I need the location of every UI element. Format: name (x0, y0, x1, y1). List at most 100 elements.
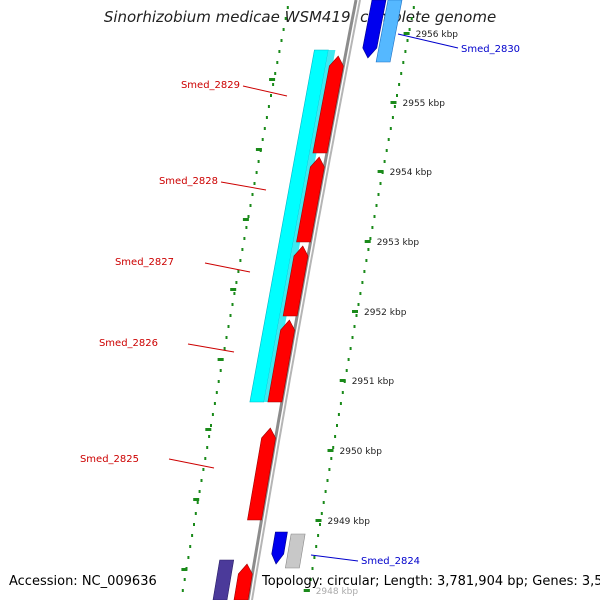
accession-label: Accession: NC_009636 (9, 574, 157, 589)
minor-tick (211, 413, 214, 416)
minor-tick (255, 171, 258, 174)
minor-tick (341, 391, 344, 394)
ruler-label: 2953 kbp (377, 238, 420, 248)
minor-tick (383, 160, 386, 163)
minor-tick (229, 314, 232, 317)
minor-tick (369, 237, 372, 240)
gene-label-smed-2827: Smed_2827 (115, 257, 174, 268)
minor-tick (181, 589, 184, 592)
major-tick (217, 358, 224, 361)
minor-tick (402, 61, 405, 64)
minor-tick (223, 347, 226, 350)
minor-tick (191, 534, 194, 537)
minor-tick (375, 204, 378, 207)
minor-tick (274, 72, 277, 75)
minor-tick (315, 545, 318, 548)
minor-tick (284, 17, 287, 20)
minor-tick (208, 435, 211, 438)
minor-tick (339, 402, 342, 405)
gene-leader-line (310, 554, 359, 562)
forward-cds-arrow (312, 55, 344, 154)
major-tick (193, 498, 200, 501)
ruler-label: 2955 kbp (403, 99, 446, 109)
forward-cds-arrow (282, 245, 309, 317)
major-tick (230, 288, 237, 291)
minor-tick (320, 512, 323, 515)
reverse-cds-block (375, 0, 403, 63)
minor-tick (406, 39, 409, 42)
major-tick (242, 218, 249, 221)
minor-tick (393, 105, 396, 108)
minor-tick (243, 237, 246, 240)
minor-tick (353, 325, 356, 328)
minor-tick (357, 303, 360, 306)
minor-tick (249, 204, 252, 207)
minor-tick (237, 270, 240, 273)
minor-tick (365, 259, 368, 262)
minor-tick (313, 556, 316, 559)
minor-tick (272, 83, 275, 86)
minor-tick (247, 215, 250, 218)
ruler-tick (315, 519, 322, 522)
minor-tick (257, 160, 260, 163)
minor-tick (267, 105, 270, 108)
gene-label-smed-2825: Smed_2825 (80, 454, 139, 465)
minor-tick (225, 336, 228, 339)
minor-tick (347, 358, 350, 361)
ruler-tick (377, 170, 384, 173)
gene-leader-line (220, 181, 267, 191)
ruler-label: 2949 kbp (328, 517, 371, 527)
gene-label-smed-2828: Smed_2828 (159, 176, 218, 187)
forward-cds-arrow (233, 563, 253, 600)
minor-tick (193, 523, 195, 526)
minor-tick (326, 479, 329, 482)
ruler-tick (303, 589, 310, 592)
genome-summary: Topology: circular; Length: 3,781,904 bp… (262, 574, 600, 589)
minor-tick (194, 512, 197, 515)
minor-tick (412, 6, 415, 9)
minor-tick (349, 347, 352, 350)
major-tick (181, 568, 188, 571)
minor-tick (219, 369, 222, 372)
minor-tick (330, 457, 333, 460)
minor-tick (336, 424, 338, 427)
minor-tick (210, 424, 212, 427)
minor-tick (367, 248, 370, 251)
minor-tick (371, 226, 374, 229)
minor-tick (241, 248, 244, 251)
minor-tick (196, 501, 199, 504)
gene-label-smed-2829: Smed_2829 (181, 80, 240, 91)
minor-tick (231, 303, 234, 306)
minor-tick (361, 281, 364, 284)
minor-tick (200, 479, 203, 482)
purple-feature-block (212, 559, 235, 600)
minor-tick (280, 39, 283, 42)
minor-tick (345, 369, 348, 372)
minor-tick (217, 380, 220, 383)
minor-tick (263, 127, 266, 130)
minor-tick (278, 50, 281, 53)
minor-tick (235, 281, 238, 284)
minor-tick (215, 391, 218, 394)
minor-tick (309, 578, 312, 581)
minor-tick (363, 270, 366, 273)
reverse-cds-arrow (362, 0, 387, 59)
minor-tick (337, 413, 340, 416)
minor-tick (227, 325, 230, 328)
forward-cds-arrow (296, 156, 325, 243)
ruler-tick (352, 310, 358, 313)
gc-band-outer (249, 49, 329, 403)
minor-tick (400, 72, 403, 75)
minor-tick (379, 182, 382, 185)
minor-tick (377, 193, 380, 196)
minor-tick (319, 523, 321, 526)
gene-leader-line (168, 458, 215, 469)
minor-tick (332, 446, 335, 449)
ruler-tick (403, 32, 410, 35)
ruler-tick (339, 379, 346, 382)
minor-tick (391, 116, 394, 119)
minor-tick (359, 292, 362, 295)
minor-tick (317, 534, 320, 537)
minor-tick (322, 501, 325, 504)
